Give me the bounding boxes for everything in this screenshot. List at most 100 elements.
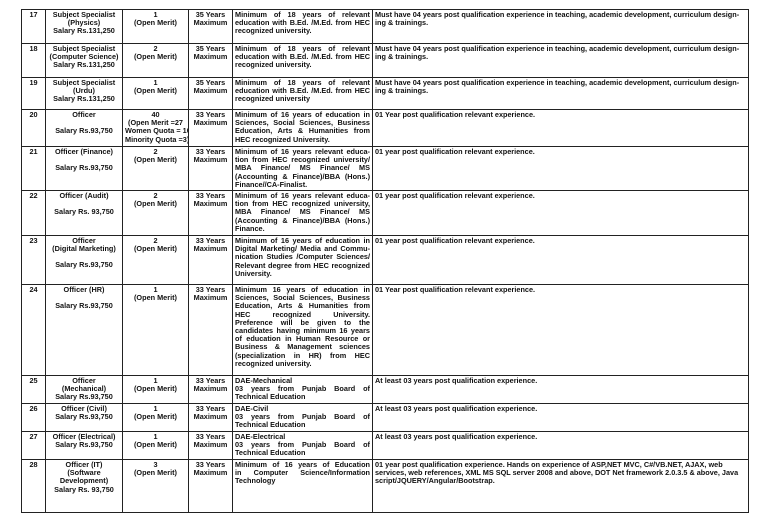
experience-text: services, web references, XML MS SQL ser… [375, 468, 739, 478]
experience-text: 01 Year post qualification relevant expe… [375, 110, 536, 119]
salary: Salary Rs.93,750 [55, 440, 113, 450]
qualification-cell: DAE-Mechanical 03 years from Punjab Board… [232, 375, 373, 405]
table-row: 23 Officer (Digital Marketing) Salary Rs.93… [21, 235, 749, 286]
quota-cell: 40 (Open Merit =27 Women Quota = 10 Minorit… [122, 109, 189, 147]
age-text: Maximum [193, 440, 228, 450]
age-cell: 33 Years Maximum [188, 109, 233, 147]
experience-cell: Must have 04 years post qualification ex… [372, 43, 749, 78]
qualification-cell: Minimum of 16 years relevant educa-tion … [232, 145, 373, 192]
salary: Salary Rs.131,250 [53, 60, 115, 70]
experience-text: Must have 04 years post qualification ex… [375, 78, 740, 87]
age-text: 35 Years [195, 78, 226, 87]
serial-cell: 22 [21, 190, 46, 237]
age-text: Maximum [193, 52, 228, 62]
experience-text: 01 year post qualification relevant expe… [375, 191, 535, 201]
table-row: 21 Officer (Finance) Salary Rs.93,750 2 (Ope… [21, 145, 749, 192]
serial-number: 17 [29, 10, 38, 19]
qualification-text: Minimum of 16 years of education in [235, 110, 370, 119]
quota-text: (Open Merit) [134, 199, 177, 209]
quota-cell: 1 (Open Merit) [122, 431, 189, 461]
post-cell: Officer (Mechanical) Salary Rs.93,750 [45, 375, 123, 405]
salary: Salary Rs.131,250 [53, 26, 115, 36]
serial-cell: 24 [21, 284, 46, 377]
qualification-text: education with B.Ed. /M.Ed. from HEC [235, 52, 370, 62]
serial-number: 23 [29, 236, 38, 246]
quota-text: Minority Quota =3) [125, 134, 189, 144]
serial-cell: 20 [21, 109, 46, 147]
experience-text: At least 03 years post qualification exp… [375, 376, 538, 386]
qualification-text: education with B.Ed. /M.Ed. from HEC [235, 86, 370, 96]
qualification-text: Minimum 16 years of education in [235, 285, 370, 295]
experience-cell: 01 year post qualification relevant expe… [372, 190, 749, 237]
age-text: Maximum [193, 199, 228, 209]
quota-cell: 2 (Open Merit) [122, 43, 189, 78]
qualification-cell: Minimum of 16 years of education in Digit… [232, 235, 373, 286]
quota-text: (Open Merit) [134, 412, 177, 422]
qualification-text: Education, Arts & Humanities from [235, 126, 370, 136]
qualification-text: Minimum of 18 years of relevant [235, 44, 370, 53]
qualification-cell: DAE-Electrical 03 years from Punjab Board… [232, 431, 373, 461]
post-name: Subject Specialist [52, 44, 116, 53]
post-name: Officer (Electrical) [52, 432, 116, 442]
qualification-text: Technical Education [235, 392, 306, 402]
post-cell: Officer (IT) (Software Development) Salary … [45, 459, 123, 514]
age-text: 33 Years [195, 236, 226, 246]
experience-text: ing & trainings. [375, 86, 429, 96]
post-name: Officer (Finance) [55, 147, 113, 156]
post-name: Officer [72, 236, 96, 246]
qualification-text: Minimum of 18 years of relevant [235, 10, 370, 19]
qualification-text: Technical Education [235, 448, 306, 458]
qualification-text: candidates having minimum 16 years [235, 326, 370, 336]
qualification-text: DAE-Mechanical [235, 376, 293, 386]
table-row: 26 Officer (Civil) Salary Rs.93,750 1 (Open … [21, 403, 749, 433]
qualification-text: 03 years from Punjab Board of [235, 412, 370, 422]
post-name: Officer (Audit) [59, 191, 109, 201]
vacancy-table: 17 Subject Specialist (Physics) Salary Rs.1… [21, 9, 749, 514]
serial-number: 26 [29, 404, 38, 414]
qualification-text: 03 years from Punjab Board of [235, 440, 370, 450]
quota-text: (Open Merit) [134, 384, 177, 394]
table-row: 27 Officer (Electrical) Salary Rs.93,750 1(… [21, 431, 749, 461]
qualification-cell: Minimum of 18 years of relevant education… [232, 77, 373, 110]
age-text: Maximum [193, 155, 228, 165]
table-row: 18 Subject Specialist (Computer Science) Sa… [21, 43, 749, 78]
age-text: Maximum [193, 293, 228, 303]
qualification-text: MBA Finance/ MS Finance/ MS [235, 163, 370, 173]
serial-cell: 26 [21, 403, 46, 433]
experience-text: Must have 04 years post qualification ex… [375, 44, 740, 53]
quota-text: 2 [153, 191, 158, 201]
post-name: Officer (Civil) [61, 404, 107, 414]
experience-text: ing & trainings. [375, 52, 429, 62]
age-cell: 35 Years Maximum [188, 77, 233, 110]
table-row: 22 Officer (Audit) Salary Rs. 93,750 2 (Open… [21, 190, 749, 237]
age-text: Maximum [193, 468, 228, 478]
serial-number: 25 [29, 376, 38, 386]
salary: Salary Rs. 93,750 [54, 207, 114, 217]
qualification-text: Minimum of 18 years of relevant [235, 78, 370, 87]
quota-text: (Open Merit) [134, 440, 177, 450]
salary: Salary Rs.93,750 [55, 392, 113, 402]
experience-text: 01 year post qualification relevant expe… [375, 147, 535, 156]
qualification-text: recognized university [235, 94, 311, 104]
post-cell: Subject Specialist (Physics) Salary Rs.131… [45, 9, 123, 44]
age-cell: 33 Years Maximum [188, 459, 233, 514]
post-cell: Officer Salary Rs.93,750 [45, 109, 123, 147]
qualification-text: Minimum of 16 years of Education [235, 460, 370, 470]
post-name: (Physics) [67, 18, 101, 28]
experience-text: Must have 04 years post qualification ex… [375, 10, 740, 19]
serial-number: 22 [29, 191, 38, 201]
quota-text: 40 [151, 110, 160, 119]
qualification-text: Sciences, Social Sciences, Business [235, 118, 370, 128]
quota-text: (Open Merit) [134, 52, 177, 62]
qualification-cell: Minimum of 16 years relevant educa-tion … [232, 190, 373, 237]
qualification-text: recognized university. [235, 358, 312, 368]
quota-text: Women Quota = 10 [125, 126, 189, 136]
qualification-text: Relevant degree from HEC recognized [235, 260, 370, 270]
age-text: 33 Years [195, 432, 226, 442]
post-name: Subject Specialist [52, 78, 116, 87]
age-text: 33 Years [195, 110, 226, 119]
salary: Salary Rs.93,750 [55, 412, 113, 422]
qualification-text: tion from HEC recognized university, [235, 199, 370, 209]
qualification-text: MBA Finance/ MS Finance/ MS [235, 207, 370, 217]
post-cell: Subject Specialist (Urdu) Salary Rs.131,25… [45, 77, 123, 110]
